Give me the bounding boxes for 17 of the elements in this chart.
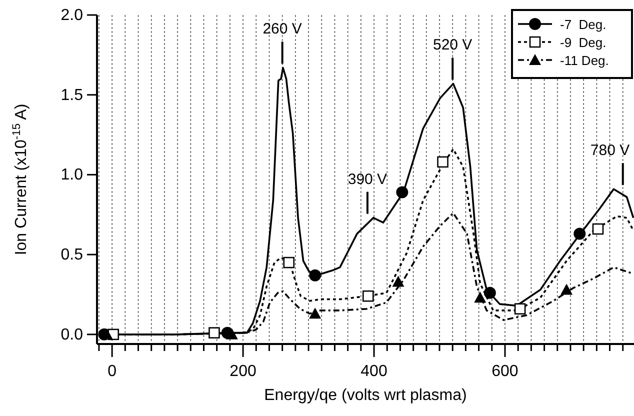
y-tick-label: 1.0	[60, 166, 84, 184]
y-tick-label: 0.0	[60, 326, 84, 344]
annotation: 780 V	[590, 142, 630, 160]
y-tick-label: 0.5	[60, 246, 84, 264]
x-tick-label: 600	[492, 363, 518, 380]
y-tick-label: 2.0	[60, 7, 84, 24]
y-tick-label: 1.5	[60, 86, 84, 104]
x-tick-label: 200	[230, 363, 256, 380]
x-tick-label: 0	[108, 363, 117, 380]
x-tick-label: 400	[360, 363, 388, 380]
legend-label: -9 Deg.	[560, 35, 606, 50]
legend-label: -7 Deg.	[560, 17, 606, 32]
annotation: 260 V	[262, 20, 302, 38]
annotation: 520 V	[432, 36, 472, 54]
annotation: 390 V	[348, 170, 388, 188]
x-axis-title: Energy/qe (volts wrt plasma)	[264, 387, 467, 404]
legend-label: -11 Deg.	[560, 53, 609, 68]
